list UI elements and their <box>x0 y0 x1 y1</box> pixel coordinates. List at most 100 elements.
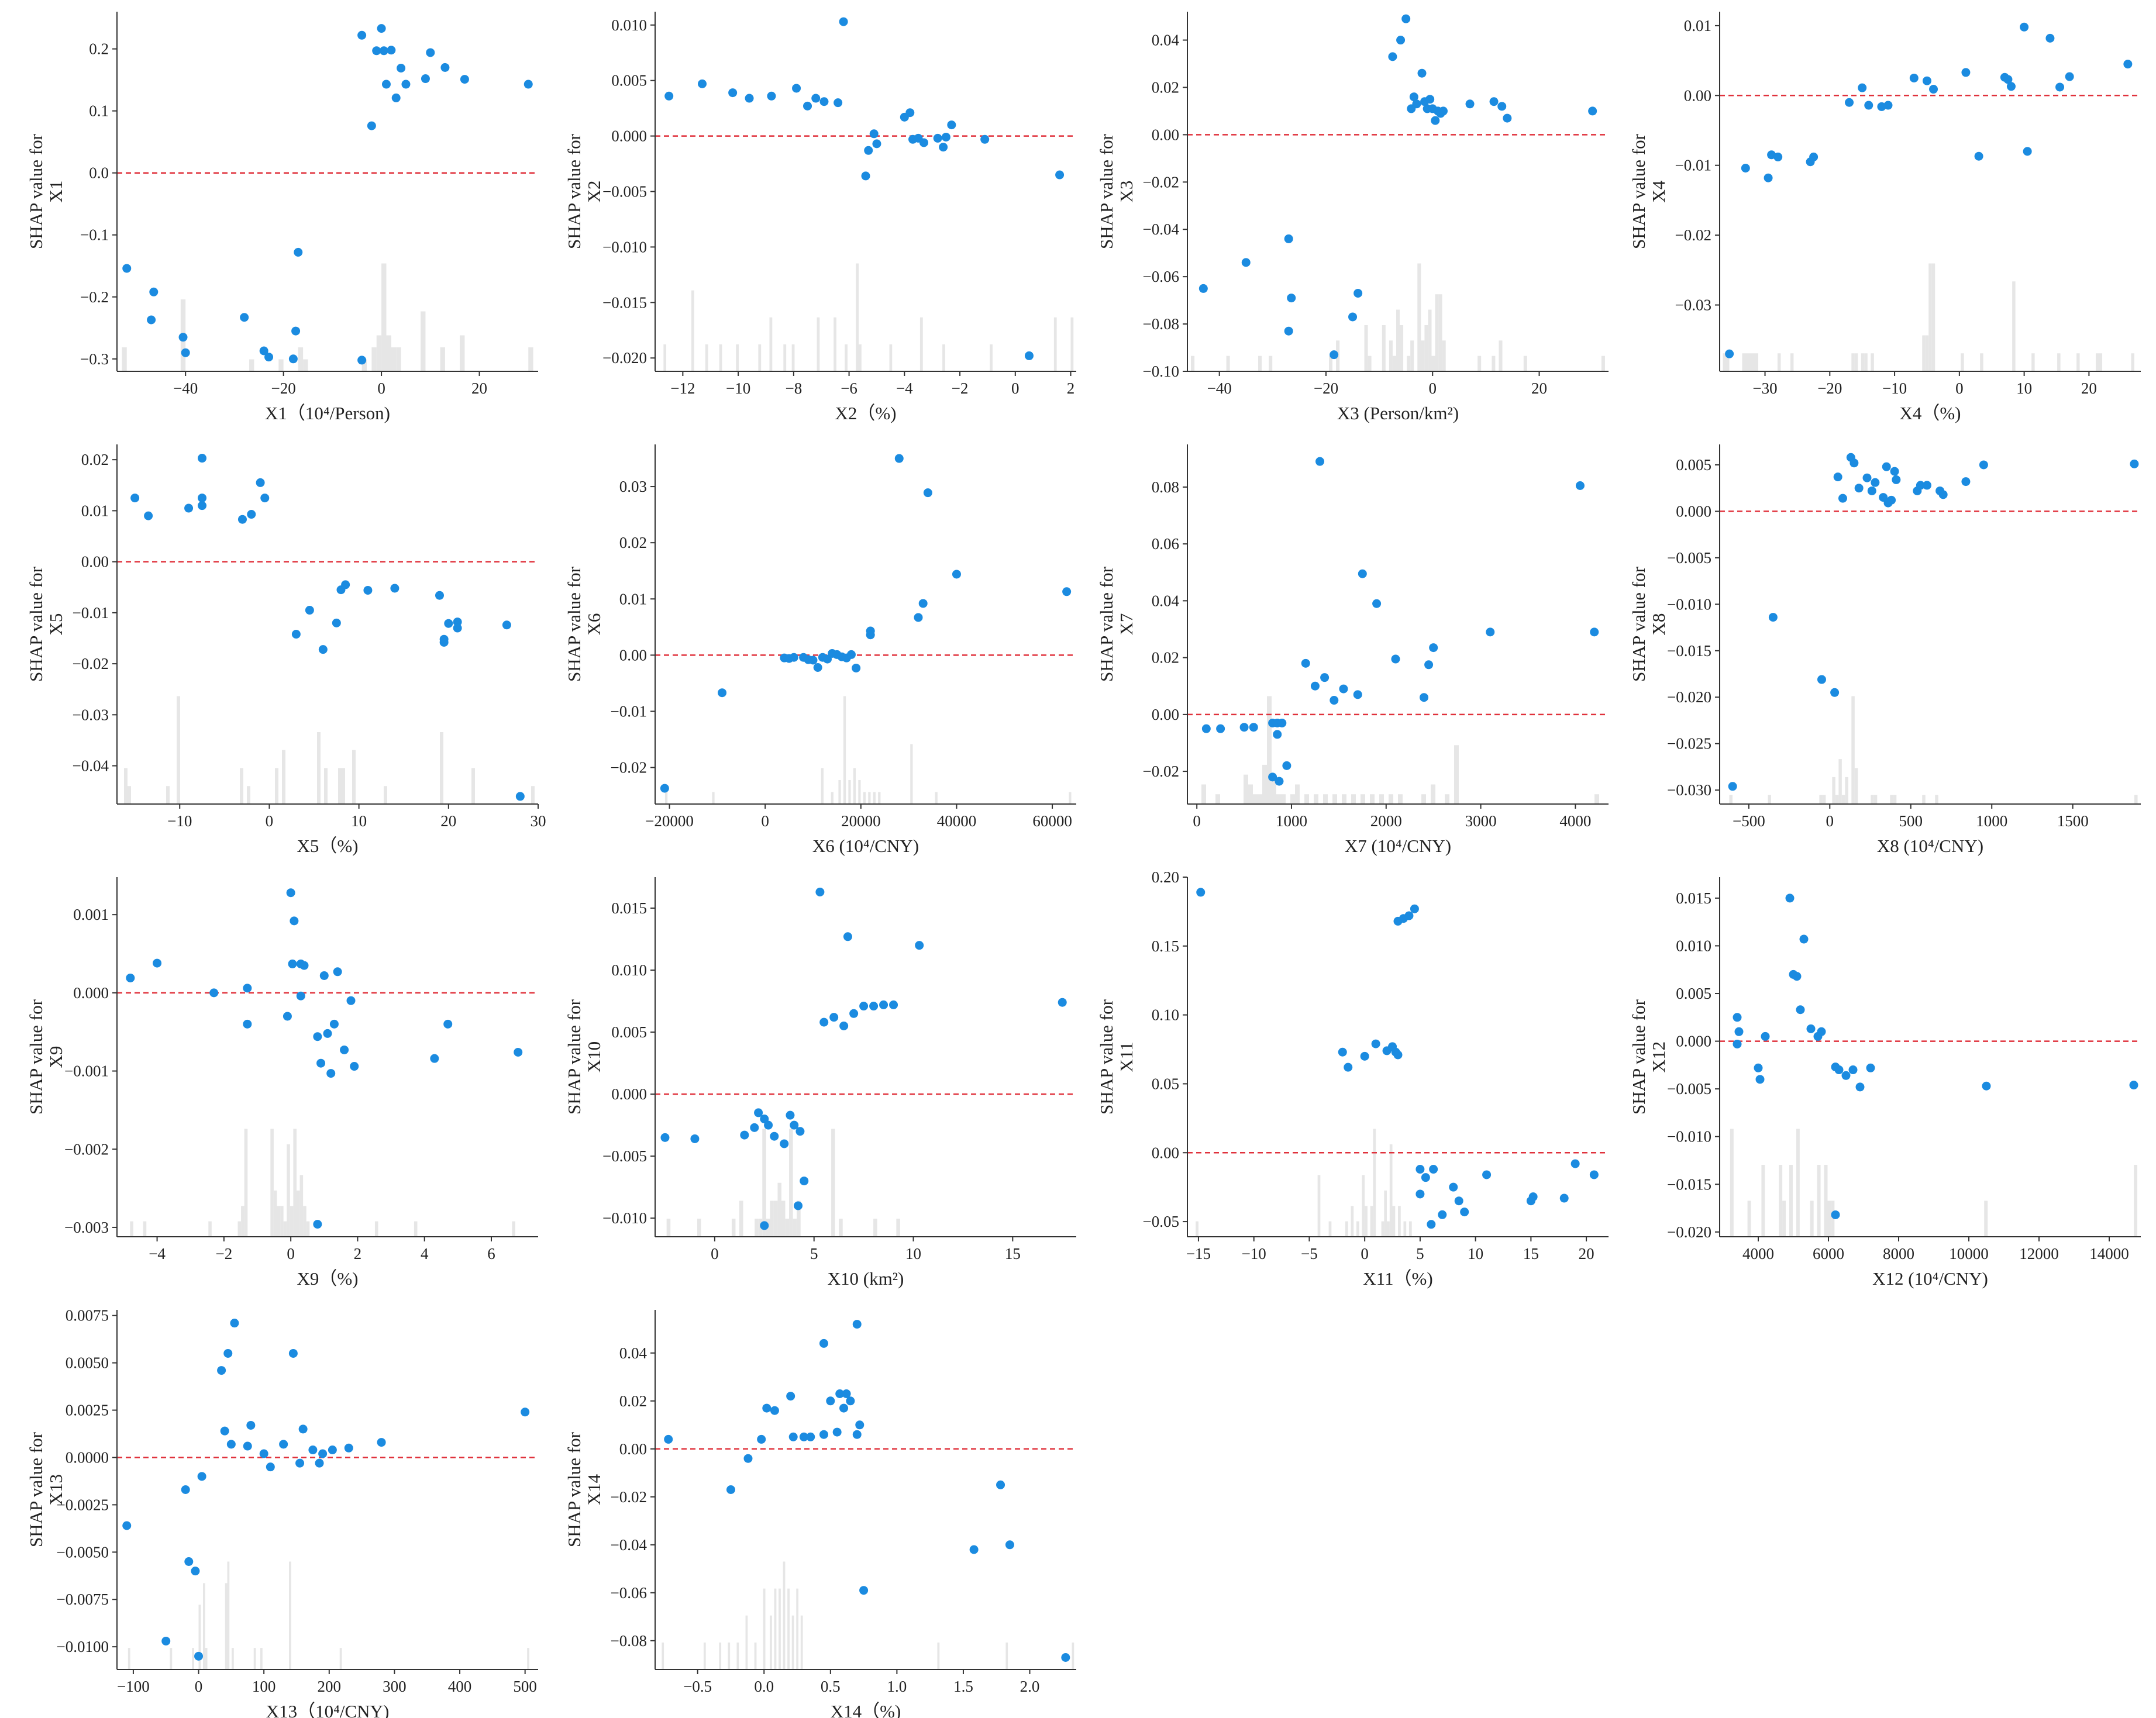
x11-y-axis-label: SHAP value forX11 <box>1096 999 1136 1115</box>
y-tick-label: −0.010 <box>602 238 647 256</box>
x-tick-label: 0.5 <box>821 1678 841 1695</box>
data-point <box>363 585 373 595</box>
y-axis-label-line: SHAP value for <box>564 133 584 249</box>
hist-bar <box>2131 353 2135 371</box>
data-point <box>1838 494 1847 503</box>
data-point <box>333 967 342 977</box>
x-tick-label: 0 <box>711 1245 719 1262</box>
x14-x-axis-label: X14（%) <box>831 1701 901 1718</box>
data-point <box>2023 147 2032 156</box>
data-point <box>859 1586 869 1595</box>
data-point <box>770 1131 779 1141</box>
data-point <box>1833 472 1842 482</box>
hist-bar <box>1831 1200 1835 1237</box>
hist-bar <box>1262 764 1267 804</box>
x-tick-label: 500 <box>513 1678 537 1695</box>
x4-histogram <box>1723 263 2135 371</box>
hist-bar <box>289 1561 291 1669</box>
hist-bar <box>1492 356 1496 371</box>
x9-histogram <box>130 1129 515 1237</box>
y-tick-label: −0.2 <box>80 288 109 306</box>
x1-y-axis-label: SHAP value forX1 <box>26 133 66 249</box>
data-point <box>1358 569 1367 578</box>
hist-bar <box>253 1648 256 1669</box>
data-point <box>1809 152 1819 161</box>
hist-bar <box>1822 795 1826 804</box>
hist-bar <box>770 1615 772 1669</box>
hist-bar <box>1267 696 1272 804</box>
hist-bar <box>249 359 254 371</box>
x6-y-axis-label: SHAP value forX6 <box>564 566 604 682</box>
data-point <box>240 313 249 322</box>
data-point <box>1412 99 1421 109</box>
data-point <box>1273 730 1282 739</box>
data-point <box>839 1021 849 1030</box>
y-tick-label: −0.015 <box>1667 1175 1711 1193</box>
data-point <box>308 1446 318 1455</box>
hist-bar <box>1745 353 1749 371</box>
x-tick-label: −6 <box>841 380 857 397</box>
hist-bar <box>192 1648 194 1669</box>
hist-bar <box>1747 1200 1751 1237</box>
hist-bar <box>754 1642 757 1669</box>
hist-bar <box>1922 795 1926 804</box>
hist-bar <box>1742 353 1745 371</box>
y-tick-label: 0.01 <box>619 590 647 608</box>
data-point <box>1241 258 1251 267</box>
data-point <box>357 356 367 365</box>
x-tick-label: 0 <box>266 812 274 830</box>
hist-bar <box>1329 356 1333 371</box>
x-tick-label: 500 <box>1899 812 1923 830</box>
hist-bar <box>1873 795 1878 804</box>
data-point <box>1817 675 1826 684</box>
y-tick-label: −0.02 <box>1675 226 1711 244</box>
y-axis-label-line: X9 <box>46 1046 66 1068</box>
data-point <box>350 1062 359 1071</box>
data-point <box>750 1123 759 1132</box>
y-tick-label: −0.0050 <box>57 1543 109 1561</box>
data-point <box>1830 688 1840 697</box>
y-tick-label: 0.005 <box>611 1023 647 1041</box>
data-point <box>377 1438 386 1447</box>
data-point <box>1338 1047 1347 1057</box>
panel-x13: −0.0100 −0.0075 −0.0050 −0.0025 0.0000 0.0025… <box>26 1307 538 1718</box>
data-point <box>835 1389 845 1398</box>
hist-bar <box>1400 325 1404 371</box>
x-tick-label: 20 <box>1531 380 1547 397</box>
data-point <box>852 663 861 672</box>
x-tick-label: −30 <box>1752 380 1777 397</box>
x-tick-label: 10 <box>905 1245 921 1262</box>
data-point <box>1733 1039 1742 1048</box>
x11-x-axis-label: X11（%) <box>1363 1268 1432 1289</box>
data-point <box>1575 481 1585 490</box>
x-tick-label: 20 <box>1579 1245 1594 1262</box>
y-tick-label: −0.005 <box>1667 549 1711 567</box>
y-tick-label: 0.00 <box>619 1440 647 1458</box>
hist-bar <box>1345 1221 1348 1237</box>
hist-bar <box>739 1200 743 1237</box>
hist-bar <box>1408 1221 1412 1237</box>
data-point <box>794 1201 803 1210</box>
data-point <box>329 1019 339 1029</box>
hist-bar <box>1810 1200 1814 1237</box>
hist-bar <box>1323 794 1328 804</box>
data-point <box>1348 312 1358 322</box>
y-tick-label: 0.03 <box>619 478 647 495</box>
panel-x2: −0.020 −0.015 −0.010 −0.005 0.000 0.005 0.010 −… <box>564 12 1076 423</box>
panel-x4: −0.03 −0.02 −0.01 0.00 0.01 −30 −20 −10 0 10 20 X4（… <box>1628 12 2141 423</box>
data-point <box>1449 1182 1458 1192</box>
hist-bar <box>1779 1165 1783 1237</box>
x-tick-label: 20 <box>471 380 487 397</box>
x-tick-label: −20000 <box>645 812 694 830</box>
x-tick-label: 40000 <box>937 812 977 830</box>
data-point <box>914 613 923 622</box>
hist-bar <box>2076 353 2080 371</box>
hist-bar <box>1851 696 1855 804</box>
data-point <box>122 1521 132 1530</box>
data-point <box>889 1000 898 1009</box>
y-tick-label: 0.02 <box>81 451 109 468</box>
x-tick-label: 14000 <box>2089 1245 2129 1262</box>
data-point <box>313 1220 322 1229</box>
hist-bar <box>1748 353 1752 371</box>
data-point <box>319 971 329 980</box>
